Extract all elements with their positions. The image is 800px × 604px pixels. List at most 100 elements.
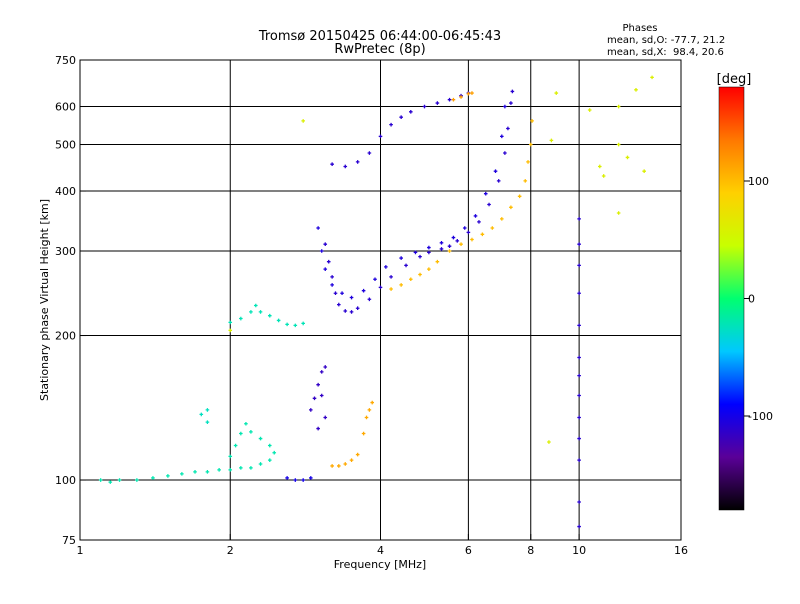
data-point [249, 466, 253, 470]
data-point [308, 408, 313, 412]
data-point [319, 393, 324, 398]
data-point [577, 355, 581, 360]
data-point [577, 373, 581, 378]
y-tick-label: 400 [55, 185, 76, 198]
data-point [587, 108, 592, 112]
data-point [117, 478, 122, 482]
data-point [349, 458, 354, 462]
data-point [135, 478, 139, 482]
data-point [625, 155, 630, 160]
x-tick-label: 4 [377, 544, 384, 557]
data-point [193, 470, 197, 474]
stats-x-line: mean, sd,X: 98.4, 20.6 [607, 47, 724, 58]
data-point [422, 104, 427, 109]
data-point [330, 275, 334, 279]
data-point [418, 272, 422, 277]
data-point [253, 303, 258, 308]
data-point [455, 239, 460, 243]
data-point [199, 412, 204, 417]
data-point [526, 160, 530, 164]
y-tick-label: 600 [55, 101, 76, 114]
data-point [308, 476, 313, 480]
data-point [323, 365, 328, 369]
data-point [642, 169, 646, 173]
data-point [361, 288, 366, 293]
grid-lines [80, 60, 681, 540]
x-tick-label: 10 [572, 544, 586, 557]
data-point [477, 220, 481, 224]
data-point [435, 259, 440, 264]
data-point [312, 396, 317, 401]
x-axis-label: Frequency [MHz] [334, 558, 426, 571]
x-tick-label: 6 [465, 544, 472, 557]
data-point [399, 283, 403, 287]
data-point [577, 242, 581, 246]
data-point [166, 474, 170, 478]
data-point [330, 162, 334, 166]
data-point [616, 211, 621, 215]
data-point [439, 247, 444, 251]
data-point [301, 478, 305, 482]
data-point [577, 393, 581, 398]
data-point [239, 316, 243, 321]
data-point [384, 265, 388, 269]
data-point [503, 151, 507, 155]
data-point [337, 302, 341, 307]
data-point [462, 226, 467, 230]
data-point [323, 415, 328, 420]
data-point [343, 164, 348, 169]
data-point [330, 283, 334, 287]
stats-o-line: mean, sd,O: -77.7, 21.2 [607, 35, 725, 46]
data-point [285, 476, 289, 480]
data-point [233, 443, 238, 448]
colorbar-label: [deg] [717, 72, 752, 87]
data-point [267, 313, 272, 318]
data-point [205, 408, 210, 412]
colorbar-tick-label: 100 [748, 175, 769, 188]
data-point [597, 164, 602, 169]
data-point [228, 468, 233, 472]
x-tick-label: 8 [527, 544, 534, 557]
y-tick-label: 100 [55, 474, 76, 487]
data-point [408, 277, 413, 282]
data-points [98, 75, 654, 529]
data-point [577, 263, 581, 268]
data-point [355, 452, 360, 457]
data-point [517, 194, 522, 199]
data-point [399, 115, 403, 120]
data-point [601, 174, 606, 178]
colorbar-tick-label: -100 [748, 410, 773, 423]
data-point [451, 235, 456, 240]
data-point [427, 267, 431, 271]
data-point [451, 97, 456, 102]
data-point [378, 285, 383, 290]
axis-ticks: 1 2 4 6 8 10 16 75 100 200 300 400 500 600 750 [55, 54, 688, 557]
data-point [413, 250, 418, 255]
data-point [577, 500, 581, 504]
data-point [293, 478, 298, 482]
data-point [404, 263, 408, 268]
data-point [435, 101, 440, 105]
y-axis-label: Stationary phase Virtual Height [km] [38, 199, 51, 401]
data-point [418, 254, 422, 259]
data-point [267, 458, 272, 462]
data-point [466, 230, 471, 235]
data-point [293, 323, 298, 328]
data-point [523, 179, 528, 183]
data-point [205, 470, 210, 474]
data-point [228, 454, 233, 459]
data-point [316, 426, 320, 431]
data-point [389, 287, 393, 291]
data-point [367, 408, 372, 412]
data-point [439, 241, 444, 245]
data-point [205, 420, 210, 424]
data-point [470, 237, 474, 242]
chart-subtitle: RwPretec (8p) [334, 42, 425, 57]
data-point [500, 134, 504, 139]
data-point [530, 119, 534, 123]
data-point [549, 138, 554, 143]
data-point [319, 370, 324, 374]
data-point [151, 476, 155, 480]
data-point [427, 245, 431, 250]
data-point [355, 160, 360, 164]
